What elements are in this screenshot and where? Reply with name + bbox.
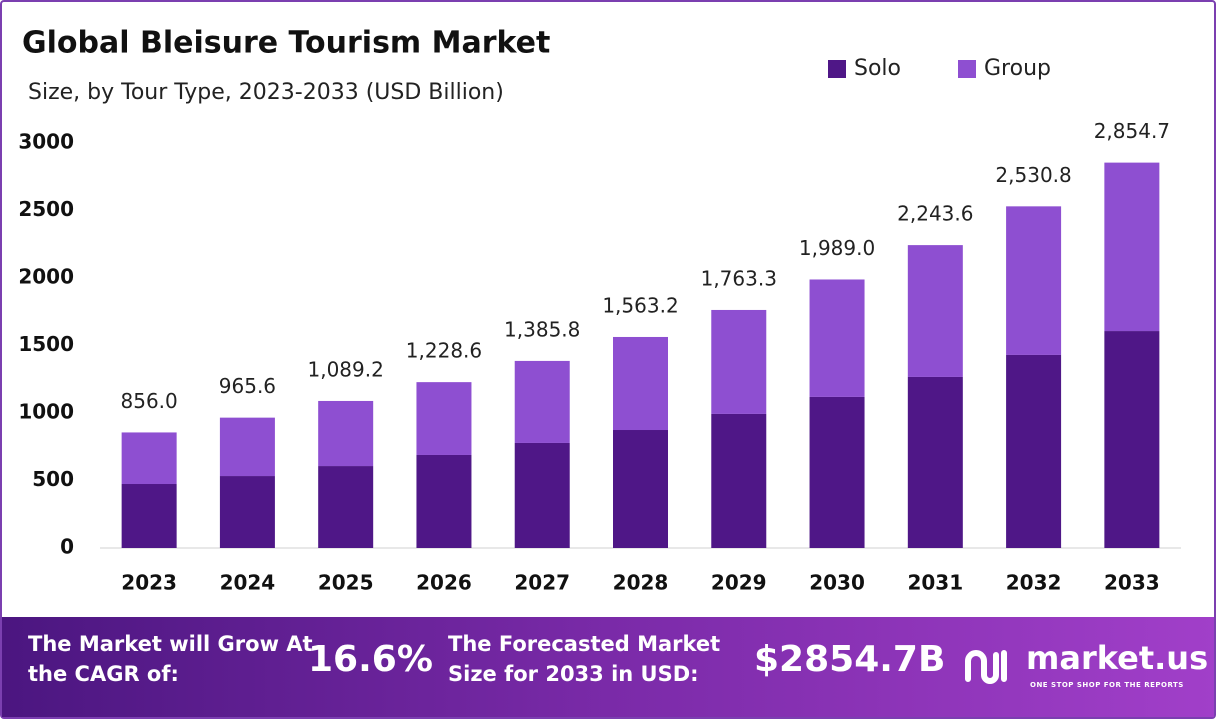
chart-title: Global Bleisure Tourism Market [22, 26, 550, 61]
x-tick-label: 2032 [1006, 571, 1062, 595]
x-tick-label: 2033 [1104, 571, 1160, 595]
x-tick-label: 2030 [809, 571, 865, 595]
y-tick-label: 2500 [18, 197, 74, 221]
brand: market.us [1026, 639, 1209, 677]
bar-segment [416, 382, 472, 455]
bar-segment [613, 430, 668, 548]
cagr-value: 16.6% [308, 639, 433, 680]
total-label: 1,989.0 [799, 236, 875, 260]
total-label: 1,089.2 [308, 357, 384, 381]
footer: The Market will Grow At the CAGR of: 16.… [2, 617, 1214, 717]
total-label: 1,228.6 [406, 339, 482, 363]
bar-segment [907, 376, 963, 548]
bar-segment [1104, 162, 1160, 332]
y-tick-label: 1000 [18, 400, 74, 424]
y-tick-label: 1500 [18, 332, 74, 356]
total-label: 2,243.6 [897, 202, 973, 226]
x-tick-label: 2031 [907, 571, 963, 595]
cagr-text: The Market will Grow At the CAGR of: [28, 632, 313, 686]
bar-segment [121, 484, 177, 548]
bar-segment [613, 336, 668, 431]
total-label: 1,563.2 [602, 293, 678, 317]
bar-segment [1104, 331, 1160, 548]
bar-segment [318, 466, 374, 548]
y-tick-label: 0 [60, 535, 74, 559]
bar-segment [121, 432, 177, 485]
total-label: 2,530.8 [995, 163, 1071, 187]
total-label: 856.0 [121, 389, 178, 413]
total-label: 1,385.8 [504, 317, 580, 341]
forecast-text: The Forecasted Market Size for 2033 in U… [448, 632, 721, 686]
x-tick-label: 2027 [514, 571, 570, 595]
legend-label: Solo [854, 56, 901, 81]
x-tick-label: 2023 [121, 571, 177, 595]
x-tick-label: 2028 [613, 571, 669, 595]
bar-segment [514, 360, 570, 443]
bar-segment [219, 476, 275, 548]
bar-segment [711, 309, 767, 414]
tagline: ONE STOP SHOP FOR THE REPORTS [1030, 681, 1184, 689]
y-tick-label: 2000 [18, 265, 74, 289]
bar-segment [416, 454, 472, 548]
legend-swatch [958, 60, 976, 78]
chart-subtitle: Size, by Tour Type, 2023-2033 (USD Billi… [28, 80, 504, 105]
y-tick-label: 500 [32, 467, 74, 491]
bar-segment [1006, 206, 1062, 355]
total-label: 1,763.3 [701, 266, 777, 290]
total-label: 965.6 [219, 374, 276, 398]
bar-segment [1006, 354, 1062, 548]
bar-segment [711, 413, 767, 548]
forecast-value: $2854.7B [754, 639, 946, 680]
legend-label: Group [984, 56, 1051, 81]
total-label: 2,854.7 [1094, 119, 1170, 143]
chart: Global Bleisure Tourism Market Size, by … [18, 26, 1181, 595]
x-tick-label: 2024 [220, 571, 276, 595]
x-tick-label: 2025 [318, 571, 374, 595]
bar-segment [318, 400, 374, 467]
bar-segment [809, 279, 865, 397]
bar-segment [907, 245, 963, 377]
legend-swatch [828, 60, 846, 78]
x-tick-label: 2026 [416, 571, 472, 595]
y-tick-label: 3000 [18, 130, 74, 154]
x-tick-label: 2029 [711, 571, 767, 595]
brand-logo [965, 650, 1007, 684]
bar-segment [219, 417, 275, 477]
bar-segment [514, 442, 570, 548]
bar-segment [809, 396, 865, 548]
